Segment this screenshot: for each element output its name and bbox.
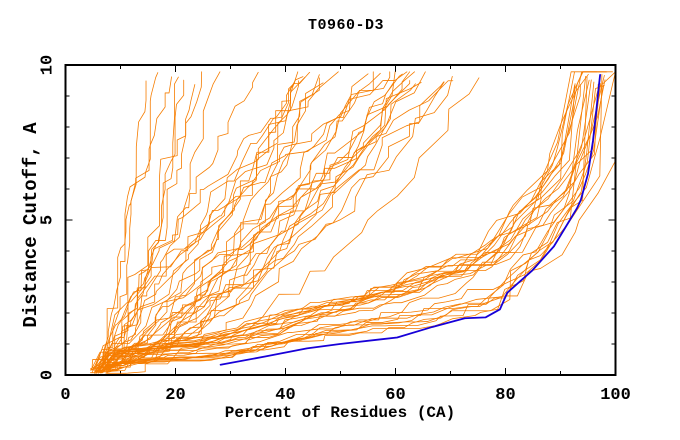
svg-text:20: 20 (165, 386, 185, 405)
svg-text:80: 80 (495, 386, 515, 405)
svg-text:0: 0 (39, 370, 58, 380)
svg-text:100: 100 (600, 386, 631, 405)
svg-text:60: 60 (385, 386, 405, 405)
svg-text:40: 40 (275, 386, 295, 405)
svg-text:10: 10 (39, 55, 58, 75)
svg-text:0: 0 (60, 386, 70, 405)
svg-text:5: 5 (39, 215, 58, 225)
